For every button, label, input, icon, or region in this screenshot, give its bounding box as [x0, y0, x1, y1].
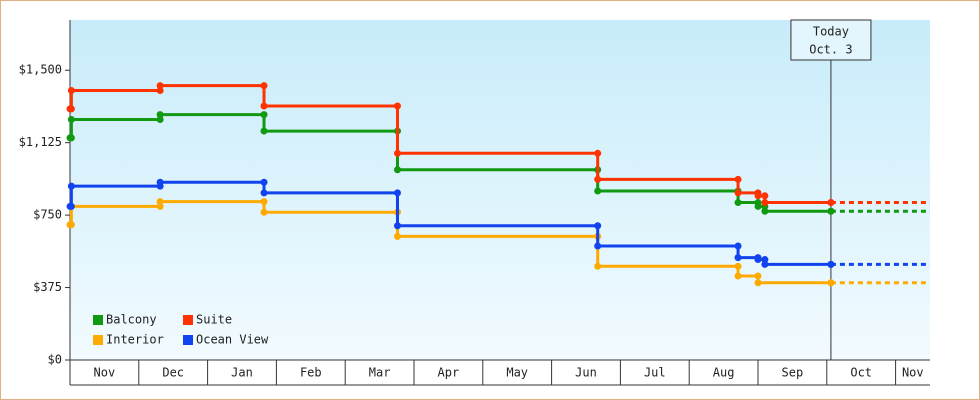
- price-marker: [827, 279, 835, 287]
- x-tick-label: Jan: [231, 366, 253, 380]
- corner-marker: [594, 149, 602, 157]
- price-marker: [67, 87, 75, 95]
- legend-swatch: [93, 335, 103, 345]
- corner-marker: [393, 189, 401, 197]
- price-marker: [156, 82, 164, 90]
- price-marker: [260, 127, 268, 135]
- y-tick-label: $1,125: [19, 135, 62, 149]
- price-marker: [594, 242, 602, 250]
- price-marker: [260, 189, 268, 197]
- legend-label: Suite: [196, 313, 232, 327]
- price-marker: [156, 198, 164, 206]
- corner-marker: [67, 134, 75, 142]
- corner-marker: [734, 175, 742, 183]
- price-marker: [393, 232, 401, 240]
- price-marker: [260, 208, 268, 216]
- price-marker: [734, 254, 742, 262]
- plot-area: [70, 20, 930, 360]
- price-marker: [156, 111, 164, 119]
- corner-marker: [67, 202, 75, 210]
- x-tick-label: Dec: [162, 366, 184, 380]
- legend-label: Interior: [106, 333, 164, 347]
- x-tick-label: Jun: [575, 366, 597, 380]
- price-marker: [734, 199, 742, 207]
- corner-marker: [260, 82, 268, 90]
- price-marker: [67, 182, 75, 190]
- price-marker: [734, 189, 742, 197]
- price-marker: [594, 262, 602, 270]
- today-label: Today: [813, 25, 849, 39]
- corner-marker: [734, 242, 742, 250]
- x-tick-label: Nov: [94, 366, 116, 380]
- price-marker: [754, 192, 762, 200]
- legend-swatch: [183, 335, 193, 345]
- corner-marker: [260, 198, 268, 206]
- corner-marker: [594, 222, 602, 230]
- price-marker: [827, 207, 835, 215]
- legend-swatch: [93, 315, 103, 325]
- corner-marker: [67, 221, 75, 229]
- price-marker: [393, 149, 401, 157]
- today-box: [790, 19, 872, 61]
- today-label: Oct. 3: [809, 43, 852, 57]
- legend-swatch: [183, 315, 193, 325]
- legend-label: Ocean View: [196, 333, 269, 347]
- corner-marker: [260, 111, 268, 119]
- price-marker: [827, 199, 835, 207]
- price-marker: [594, 187, 602, 195]
- price-marker: [393, 166, 401, 174]
- price-marker: [67, 115, 75, 123]
- corner-marker: [67, 105, 75, 113]
- price-marker: [761, 207, 769, 215]
- x-tick-label: May: [506, 366, 528, 380]
- x-tick-label: Jul: [644, 366, 666, 380]
- price-marker: [827, 260, 835, 268]
- x-tick-label: Nov: [902, 366, 924, 380]
- y-tick-label: $750: [33, 208, 62, 222]
- price-marker: [734, 272, 742, 280]
- corner-marker: [761, 256, 769, 264]
- y-tick-label: $375: [33, 280, 62, 294]
- corner-marker: [393, 102, 401, 110]
- x-tick-label: Mar: [369, 366, 391, 380]
- x-tick-label: Feb: [300, 366, 322, 380]
- corner-marker: [156, 87, 164, 95]
- x-tick-label: Oct: [850, 366, 872, 380]
- price-marker: [393, 222, 401, 230]
- price-marker: [754, 279, 762, 287]
- price-marker: [260, 102, 268, 110]
- price-marker: [594, 175, 602, 183]
- price-marker: [156, 178, 164, 186]
- x-tick-label: Sep: [782, 366, 804, 380]
- corner-marker: [734, 262, 742, 270]
- price-marker: [754, 256, 762, 264]
- y-tick-label: $0: [48, 353, 62, 367]
- corner-marker: [156, 202, 164, 210]
- corner-marker: [156, 115, 164, 123]
- legend-label: Balcony: [106, 313, 157, 327]
- corner-marker: [754, 272, 762, 280]
- price-marker: [754, 202, 762, 210]
- corner-marker: [761, 192, 769, 200]
- y-tick-label: $1,500: [19, 63, 62, 77]
- price-marker: [761, 199, 769, 207]
- price-marker: [761, 260, 769, 268]
- corner-marker: [260, 178, 268, 186]
- x-tick-label: Aug: [713, 366, 735, 380]
- x-tick-label: Apr: [438, 366, 460, 380]
